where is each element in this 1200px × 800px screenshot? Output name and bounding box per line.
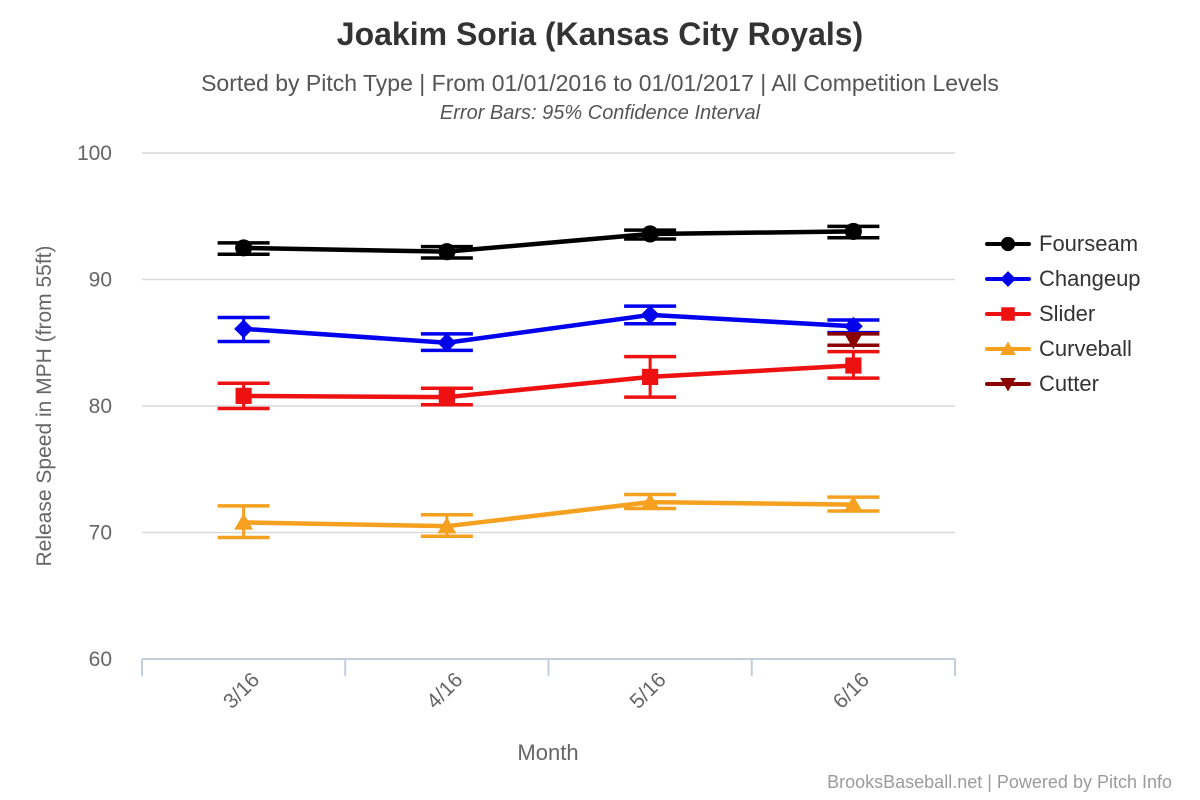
legend-item-cutter[interactable]: Cutter [985, 366, 1141, 401]
x-tick-labels: 3/16 4/16 5/16 6/16 [219, 668, 874, 713]
series-cutter [827, 332, 880, 350]
svg-text:3/16: 3/16 [219, 668, 264, 713]
chart-title: Joakim Soria (Kansas City Royals) [336, 16, 864, 52]
footer-credit: BrooksBaseball.net | Powered by Pitch In… [827, 772, 1172, 792]
series-changeup [217, 304, 880, 353]
series-fourseam [217, 222, 880, 261]
svg-text:100: 100 [77, 142, 112, 165]
legend-label: Changeup [1039, 265, 1141, 291]
legend: Fourseam Changeup Slider Curveball Cutte… [985, 226, 1141, 401]
x-axis [141, 658, 956, 676]
legend-label: Slider [1039, 300, 1096, 326]
x-axis-title: Month [517, 740, 579, 765]
svg-text:90: 90 [89, 269, 112, 292]
changeup-line-marker-icon [985, 267, 1031, 291]
series-curveball [217, 492, 880, 540]
curveball-line-marker-icon [985, 337, 1031, 361]
svg-text:6/16: 6/16 [829, 668, 874, 713]
legend-item-changeup[interactable]: Changeup [985, 261, 1141, 296]
svg-text:4/16: 4/16 [422, 668, 467, 713]
legend-item-fourseam[interactable]: Fourseam [985, 226, 1141, 261]
slider-line-marker-icon [985, 302, 1031, 326]
legend-label: Curveball [1039, 335, 1132, 361]
cutter-line-marker-icon [985, 372, 1031, 396]
svg-text:5/16: 5/16 [625, 668, 670, 713]
legend-item-slider[interactable]: Slider [985, 296, 1141, 331]
series-slider [217, 349, 880, 411]
gridlines [142, 152, 955, 534]
legend-item-curveball[interactable]: Curveball [985, 331, 1141, 366]
legend-label: Fourseam [1039, 230, 1139, 256]
legend-label: Cutter [1039, 370, 1099, 396]
error-bars-note: Error Bars: 95% Confidence Interval [439, 102, 761, 124]
svg-text:70: 70 [89, 522, 112, 545]
fourseam-line-marker-icon [985, 232, 1031, 256]
svg-text:60: 60 [89, 648, 112, 671]
y-tick-labels: 60 70 80 90 100 [77, 142, 112, 671]
chart-subtitle: Sorted by Pitch Type | From 01/01/2016 t… [201, 70, 999, 96]
svg-text:80: 80 [89, 395, 112, 418]
